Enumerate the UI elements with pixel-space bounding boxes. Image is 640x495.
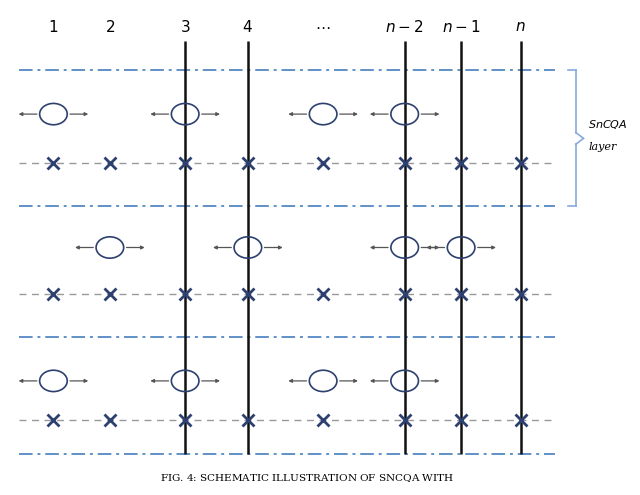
Text: $3$: $3$ xyxy=(180,19,191,35)
Text: $4$: $4$ xyxy=(243,19,253,35)
Text: $n-2$: $n-2$ xyxy=(385,19,424,35)
Text: $2$: $2$ xyxy=(105,19,115,35)
Text: $n$: $n$ xyxy=(515,20,526,34)
Text: layer: layer xyxy=(588,142,617,152)
Text: $1$: $1$ xyxy=(48,19,59,35)
Text: $\cdots$: $\cdots$ xyxy=(316,20,331,34)
Text: $n-1$: $n-1$ xyxy=(442,19,481,35)
Text: $SnCQA$: $SnCQA$ xyxy=(588,118,628,131)
Text: F$\mathregular{IG}$. 4: S$\mathregular{CHEMATIC}$ I$\mathregular{LLUSTRATION}$ $: F$\mathregular{IG}$. 4: S$\mathregular{C… xyxy=(161,472,454,484)
